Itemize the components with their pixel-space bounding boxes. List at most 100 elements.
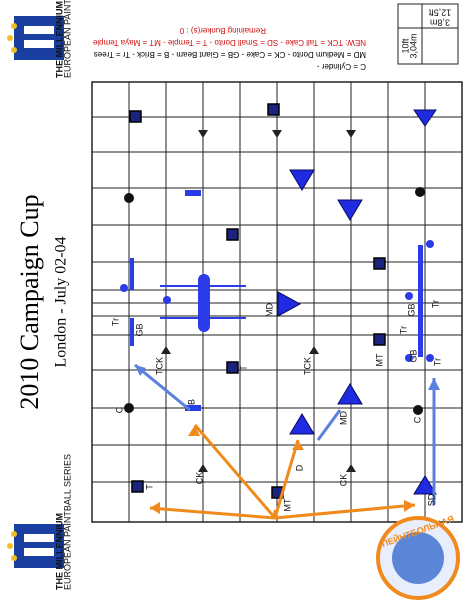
- legend-line: MD = Medium Dorito - CK = Cake - GB = Gi…: [94, 50, 366, 59]
- bunker-label: T: [144, 484, 154, 490]
- shape: [124, 403, 134, 413]
- scale-label: 12,5ft: [428, 8, 451, 18]
- shape: [130, 258, 134, 290]
- bunkers: [120, 103, 437, 499]
- shape: [428, 378, 440, 390]
- shape: [404, 500, 415, 512]
- shape: [426, 354, 434, 362]
- shape: [392, 532, 444, 584]
- legend-remaining: Remaining Bunker(s) : 0: [179, 26, 266, 35]
- shape: [289, 169, 315, 191]
- shape: [413, 405, 423, 415]
- shape: [277, 291, 302, 317]
- scale: 12,5ft 3,8m 10ft 3,04m: [397, 3, 459, 65]
- shape: [405, 354, 413, 362]
- shape: [11, 23, 17, 29]
- shape: [413, 109, 437, 127]
- shape: [185, 405, 201, 411]
- shape: [163, 296, 171, 304]
- shape: [11, 555, 17, 561]
- shape: [226, 361, 239, 374]
- shape: [11, 47, 17, 53]
- shape: [131, 480, 144, 493]
- shape: [24, 26, 54, 34]
- shape: [289, 413, 315, 435]
- shape: [267, 103, 280, 116]
- bunker-label: C: [412, 416, 422, 423]
- bunker-label: SD: [426, 493, 436, 506]
- shape: [198, 464, 208, 472]
- subtitle: London - July 02-04: [53, 236, 70, 367]
- shape: [337, 199, 363, 221]
- shape: [292, 440, 304, 450]
- bunker-label: TCK: [302, 357, 312, 375]
- bunker-label: MT: [374, 353, 384, 366]
- bunker-label: Tr: [110, 318, 120, 326]
- shape: [149, 424, 416, 520]
- shape: [309, 346, 319, 354]
- logo-name: THE MILLENNIUM: [54, 513, 64, 590]
- bunker-label: B: [186, 399, 196, 405]
- shape: [124, 193, 134, 203]
- bunker-label: MD: [338, 411, 348, 425]
- scale-label: 3,8m: [430, 18, 450, 28]
- shape: [150, 502, 160, 514]
- logo-tagline: EUROPEAN PAINTBALL SERIES: [62, 0, 72, 78]
- shape: [426, 240, 434, 248]
- bunker-label: MD: [264, 303, 274, 317]
- shape: [129, 110, 142, 123]
- shape: [135, 365, 146, 376]
- field-grid: [91, 81, 463, 523]
- bunker-label: Tr: [430, 300, 440, 308]
- shape: [226, 228, 239, 241]
- shape: [130, 318, 134, 346]
- legend-line: C = Cylinder -: [317, 62, 366, 71]
- shape: [24, 548, 54, 556]
- shape: [24, 40, 54, 48]
- bunker-label: MT: [282, 498, 292, 511]
- bunker-label: GB: [408, 349, 418, 362]
- shape: [397, 3, 459, 65]
- bunker-label: GB: [406, 303, 416, 316]
- bunker-label: TCK: [154, 357, 164, 375]
- shape: [415, 187, 425, 197]
- bunker-label: GB: [134, 323, 144, 336]
- shape: [198, 130, 208, 138]
- shape: [337, 383, 363, 405]
- shape: [198, 274, 210, 332]
- bunker-label: C: [114, 406, 124, 413]
- shape: [373, 257, 386, 270]
- logo-name: THE MILLENNIUM: [54, 1, 64, 78]
- shape: [418, 245, 423, 357]
- legend: C = Cylinder - MD = Medium Dorito - CK =…: [92, 26, 366, 71]
- shape: [120, 284, 128, 292]
- shape: [413, 475, 437, 495]
- bunker-label: Tr: [432, 358, 442, 366]
- shape: [272, 130, 282, 138]
- logo-top: THE MILLENNIUM EUROPEAN PAINTBALL SERIES: [7, 0, 72, 78]
- shape: [7, 35, 13, 41]
- logo-bottom: THE MILLENNIUM EUROPEAN PAINTBALL SERIES: [7, 454, 72, 590]
- scale-label: 10ft: [400, 38, 410, 54]
- shape: [346, 464, 356, 472]
- shape: [24, 534, 54, 542]
- arrows: [134, 363, 440, 520]
- shape: [405, 292, 413, 300]
- shape: [7, 543, 13, 549]
- bunker-label: D: [294, 464, 304, 471]
- shape: [11, 531, 17, 537]
- badge: ПЕЙНТБОЛЬНАЯ: [376, 513, 460, 600]
- legend-line: NEW: TCK = Tall Cake - SD = Small Dorito…: [92, 38, 366, 47]
- logo-mark: [14, 16, 64, 60]
- title: 2010 Campaign Cup: [15, 194, 44, 409]
- scale-label: 3,04m: [408, 33, 418, 58]
- shape: [161, 346, 171, 354]
- shape: [185, 190, 201, 196]
- logo-tagline: EUROPEAN PAINTBALL SERIES: [62, 454, 72, 590]
- bunker-label: Tr: [398, 326, 408, 334]
- shape: [134, 363, 436, 505]
- shape: [188, 425, 200, 436]
- shape: [346, 130, 356, 138]
